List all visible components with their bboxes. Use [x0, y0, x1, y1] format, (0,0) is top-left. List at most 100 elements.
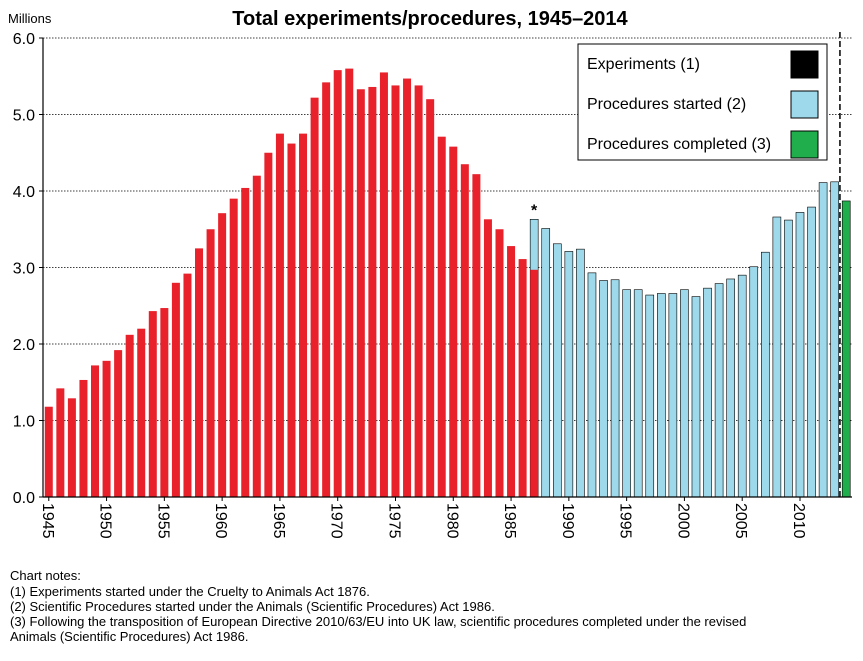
note-line: (2) Scientific Procedures started under …	[10, 599, 495, 614]
bar	[218, 213, 227, 497]
bar	[148, 311, 157, 497]
bar	[495, 229, 504, 497]
bar	[414, 85, 423, 498]
bar	[437, 136, 446, 497]
bar	[195, 248, 204, 497]
bar	[56, 388, 65, 497]
bar	[726, 278, 735, 498]
y-tick-label: 0.0	[13, 490, 35, 507]
legend-swatch	[790, 130, 819, 159]
bar	[772, 216, 782, 498]
y-tick-label: 2.0	[13, 337, 35, 354]
bar	[483, 219, 492, 497]
x-tick-label: 1960	[212, 503, 229, 539]
bar	[668, 293, 678, 498]
x-tick-label: 2000	[674, 503, 691, 539]
bar	[264, 152, 273, 497]
y-tick-label: 6.0	[13, 31, 35, 48]
x-tick-label: 1995	[617, 503, 634, 539]
bar	[795, 212, 805, 498]
bar	[241, 187, 250, 497]
bar	[552, 243, 562, 498]
bar	[322, 82, 331, 498]
bar	[530, 269, 539, 497]
bar	[206, 229, 215, 497]
x-tick-label: 1985	[501, 503, 518, 539]
bar	[749, 266, 759, 498]
bar	[587, 272, 597, 498]
bar	[79, 379, 88, 497]
bar	[818, 182, 828, 498]
legend-label: Procedures completed (3)	[587, 136, 771, 153]
bar	[761, 251, 770, 498]
bar	[472, 174, 481, 498]
bar	[171, 282, 180, 497]
bar	[518, 259, 527, 497]
bar	[599, 280, 608, 498]
bar	[576, 248, 585, 498]
bar	[737, 274, 747, 498]
x-tick-label: 1955	[154, 503, 171, 539]
note-line: (1) Experiments started under the Cruelt…	[10, 584, 370, 599]
note-line: Animals (Scientific Procedures) Act 1986…	[10, 629, 248, 644]
y-tick-label: 5.0	[13, 108, 35, 125]
legend-swatch	[790, 90, 819, 119]
x-tick-label: 1970	[328, 503, 345, 539]
bar	[391, 85, 400, 498]
x-tick-label: 1950	[97, 503, 114, 539]
bar	[67, 398, 76, 497]
bar	[229, 198, 238, 497]
x-tick-label: 1975	[385, 503, 402, 539]
bar	[44, 406, 53, 497]
legend-swatch	[790, 50, 819, 79]
bar	[507, 246, 516, 497]
legend-label: Experiments (1)	[587, 56, 700, 73]
bar	[703, 287, 712, 498]
bar	[183, 273, 192, 497]
x-tick-label: 1945	[39, 503, 56, 539]
bar	[633, 289, 643, 498]
bar	[645, 294, 655, 498]
x-tick-label: 2010	[790, 503, 807, 539]
bar	[114, 350, 123, 497]
bar	[137, 328, 146, 497]
bar	[460, 164, 469, 497]
y-tick-label: 3.0	[13, 261, 35, 278]
bar	[310, 97, 319, 498]
bar	[91, 365, 100, 497]
chart-title: Total experiments/procedures, 1945–2014	[232, 8, 628, 30]
bar	[691, 296, 701, 498]
bar	[449, 146, 458, 497]
bar	[714, 283, 724, 498]
bar	[610, 279, 620, 498]
bar	[379, 72, 388, 498]
bar	[287, 143, 296, 497]
bar	[299, 133, 308, 497]
notes-heading: Chart notes:	[10, 568, 81, 583]
bar	[841, 200, 851, 498]
x-tick-label: 1980	[443, 503, 460, 539]
bar	[252, 175, 261, 497]
bar	[345, 68, 354, 497]
bar	[680, 289, 689, 498]
annotation: *	[531, 202, 538, 219]
bar	[426, 99, 435, 497]
bar	[403, 78, 412, 498]
bar	[657, 293, 666, 498]
legend-label: Procedures started (2)	[587, 96, 746, 113]
y-axis-label: Millions	[8, 11, 52, 26]
bar	[160, 308, 169, 497]
bar	[784, 219, 793, 498]
bar	[622, 289, 631, 498]
legend-box	[577, 43, 828, 161]
bar	[807, 206, 816, 498]
bar	[541, 228, 551, 498]
note-line: (3) Following the transposition of Europ…	[10, 614, 746, 629]
bar	[275, 133, 284, 497]
x-tick-label: 2005	[732, 503, 749, 539]
bar	[102, 360, 111, 497]
bar	[125, 334, 134, 497]
bar	[830, 181, 839, 498]
bar	[356, 89, 365, 497]
